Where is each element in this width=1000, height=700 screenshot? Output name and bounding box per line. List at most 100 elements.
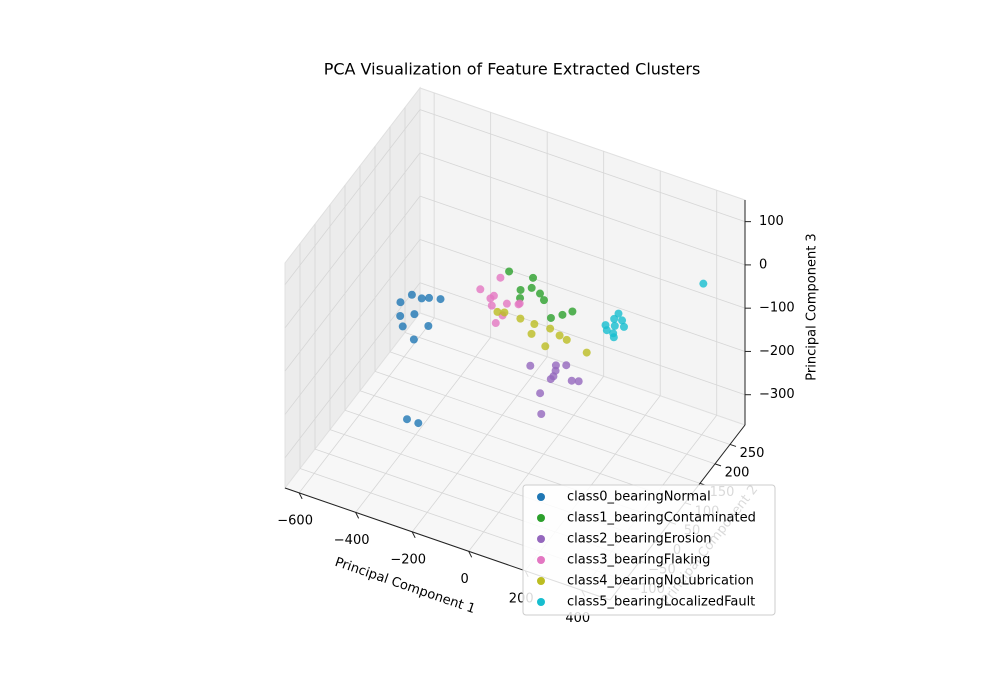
point (546, 324, 555, 333)
point (574, 377, 583, 386)
point (487, 301, 496, 310)
grid-line (404, 332, 731, 445)
point (618, 316, 627, 325)
grid-line (355, 337, 491, 513)
point (491, 319, 500, 328)
y-tick-label: 250 (740, 446, 765, 461)
point (505, 267, 514, 276)
z-tick-label: −100 (759, 301, 795, 316)
grid-line (419, 195, 746, 309)
point (546, 375, 555, 384)
grid-line (411, 356, 548, 533)
point (396, 298, 405, 307)
x-tick (355, 512, 360, 519)
point (546, 313, 555, 322)
grid-line (284, 195, 421, 372)
point (500, 308, 509, 317)
point (396, 311, 405, 320)
point (619, 322, 628, 331)
x-tick (468, 551, 473, 558)
point (551, 361, 560, 370)
grid-line (389, 351, 716, 465)
point (516, 285, 525, 294)
point (558, 310, 567, 319)
grid-line (468, 376, 605, 552)
point (555, 331, 564, 340)
point (529, 273, 538, 282)
grid-line (419, 239, 746, 352)
legend-marker (537, 514, 545, 522)
point (496, 273, 505, 282)
point (541, 342, 550, 351)
point (516, 314, 525, 323)
point (610, 314, 619, 323)
legend-marker (537, 598, 545, 606)
point (514, 300, 523, 309)
point (436, 295, 445, 304)
point (602, 326, 611, 335)
point (537, 409, 546, 418)
z-tick-label: 100 (759, 214, 784, 229)
grid-line (284, 152, 421, 329)
legend-label: class2_bearingErosion (567, 532, 712, 547)
x-tick-label: −600 (277, 513, 313, 528)
y-tick-label: 200 (725, 465, 750, 480)
legend-box (522, 484, 776, 616)
x-tick-label: −400 (334, 533, 370, 548)
x-tick-label: −200 (390, 552, 426, 567)
grid-line (298, 317, 435, 494)
point (407, 290, 416, 299)
x-tick (298, 492, 303, 500)
grid-line (284, 109, 421, 285)
point (502, 299, 511, 308)
legend-label: class0_bearingNormal (567, 490, 711, 505)
grid-line (374, 370, 701, 484)
point (562, 361, 571, 370)
point (536, 389, 545, 398)
x-tick (411, 531, 416, 539)
point (609, 329, 618, 338)
chart-title: PCA Visualization of Feature Extracted C… (324, 60, 701, 79)
point (414, 419, 423, 428)
legend-label: class4_bearingNoLubrication (567, 574, 754, 589)
point (562, 335, 571, 344)
grid-line (284, 239, 421, 415)
points (396, 267, 708, 428)
z-tick-label: −200 (759, 344, 795, 359)
legend-label: class1_bearingContaminated (567, 511, 756, 526)
point (403, 415, 411, 424)
point (567, 376, 576, 385)
point (614, 309, 623, 318)
z-axis-label: Principal Component 3 (805, 233, 820, 380)
legend: class0_bearingNormal class1_bearingContam… (522, 484, 776, 616)
grid-line (359, 390, 686, 504)
z-tick-label: −300 (759, 387, 795, 402)
point (610, 321, 619, 330)
point (568, 307, 577, 316)
point (425, 293, 434, 302)
point (493, 307, 502, 316)
point (539, 296, 548, 305)
z-tick-label: 0 (759, 257, 767, 272)
grid-line (419, 109, 746, 223)
point (417, 294, 426, 303)
legend-marker (537, 535, 545, 543)
grid-line (419, 282, 746, 396)
legend-marker (537, 493, 545, 501)
y-tick (729, 443, 737, 447)
legend-label: class5_bearingLocalizedFault (567, 595, 755, 610)
point (410, 310, 419, 319)
point (409, 335, 418, 344)
point (530, 320, 539, 329)
grid-line (284, 282, 421, 458)
point (486, 294, 495, 303)
grid-line (419, 152, 746, 266)
point (398, 322, 407, 331)
point (476, 285, 485, 294)
point (582, 348, 591, 357)
y-tick (714, 463, 722, 467)
legend-marker (537, 577, 545, 585)
point (527, 283, 536, 292)
point (424, 322, 433, 331)
